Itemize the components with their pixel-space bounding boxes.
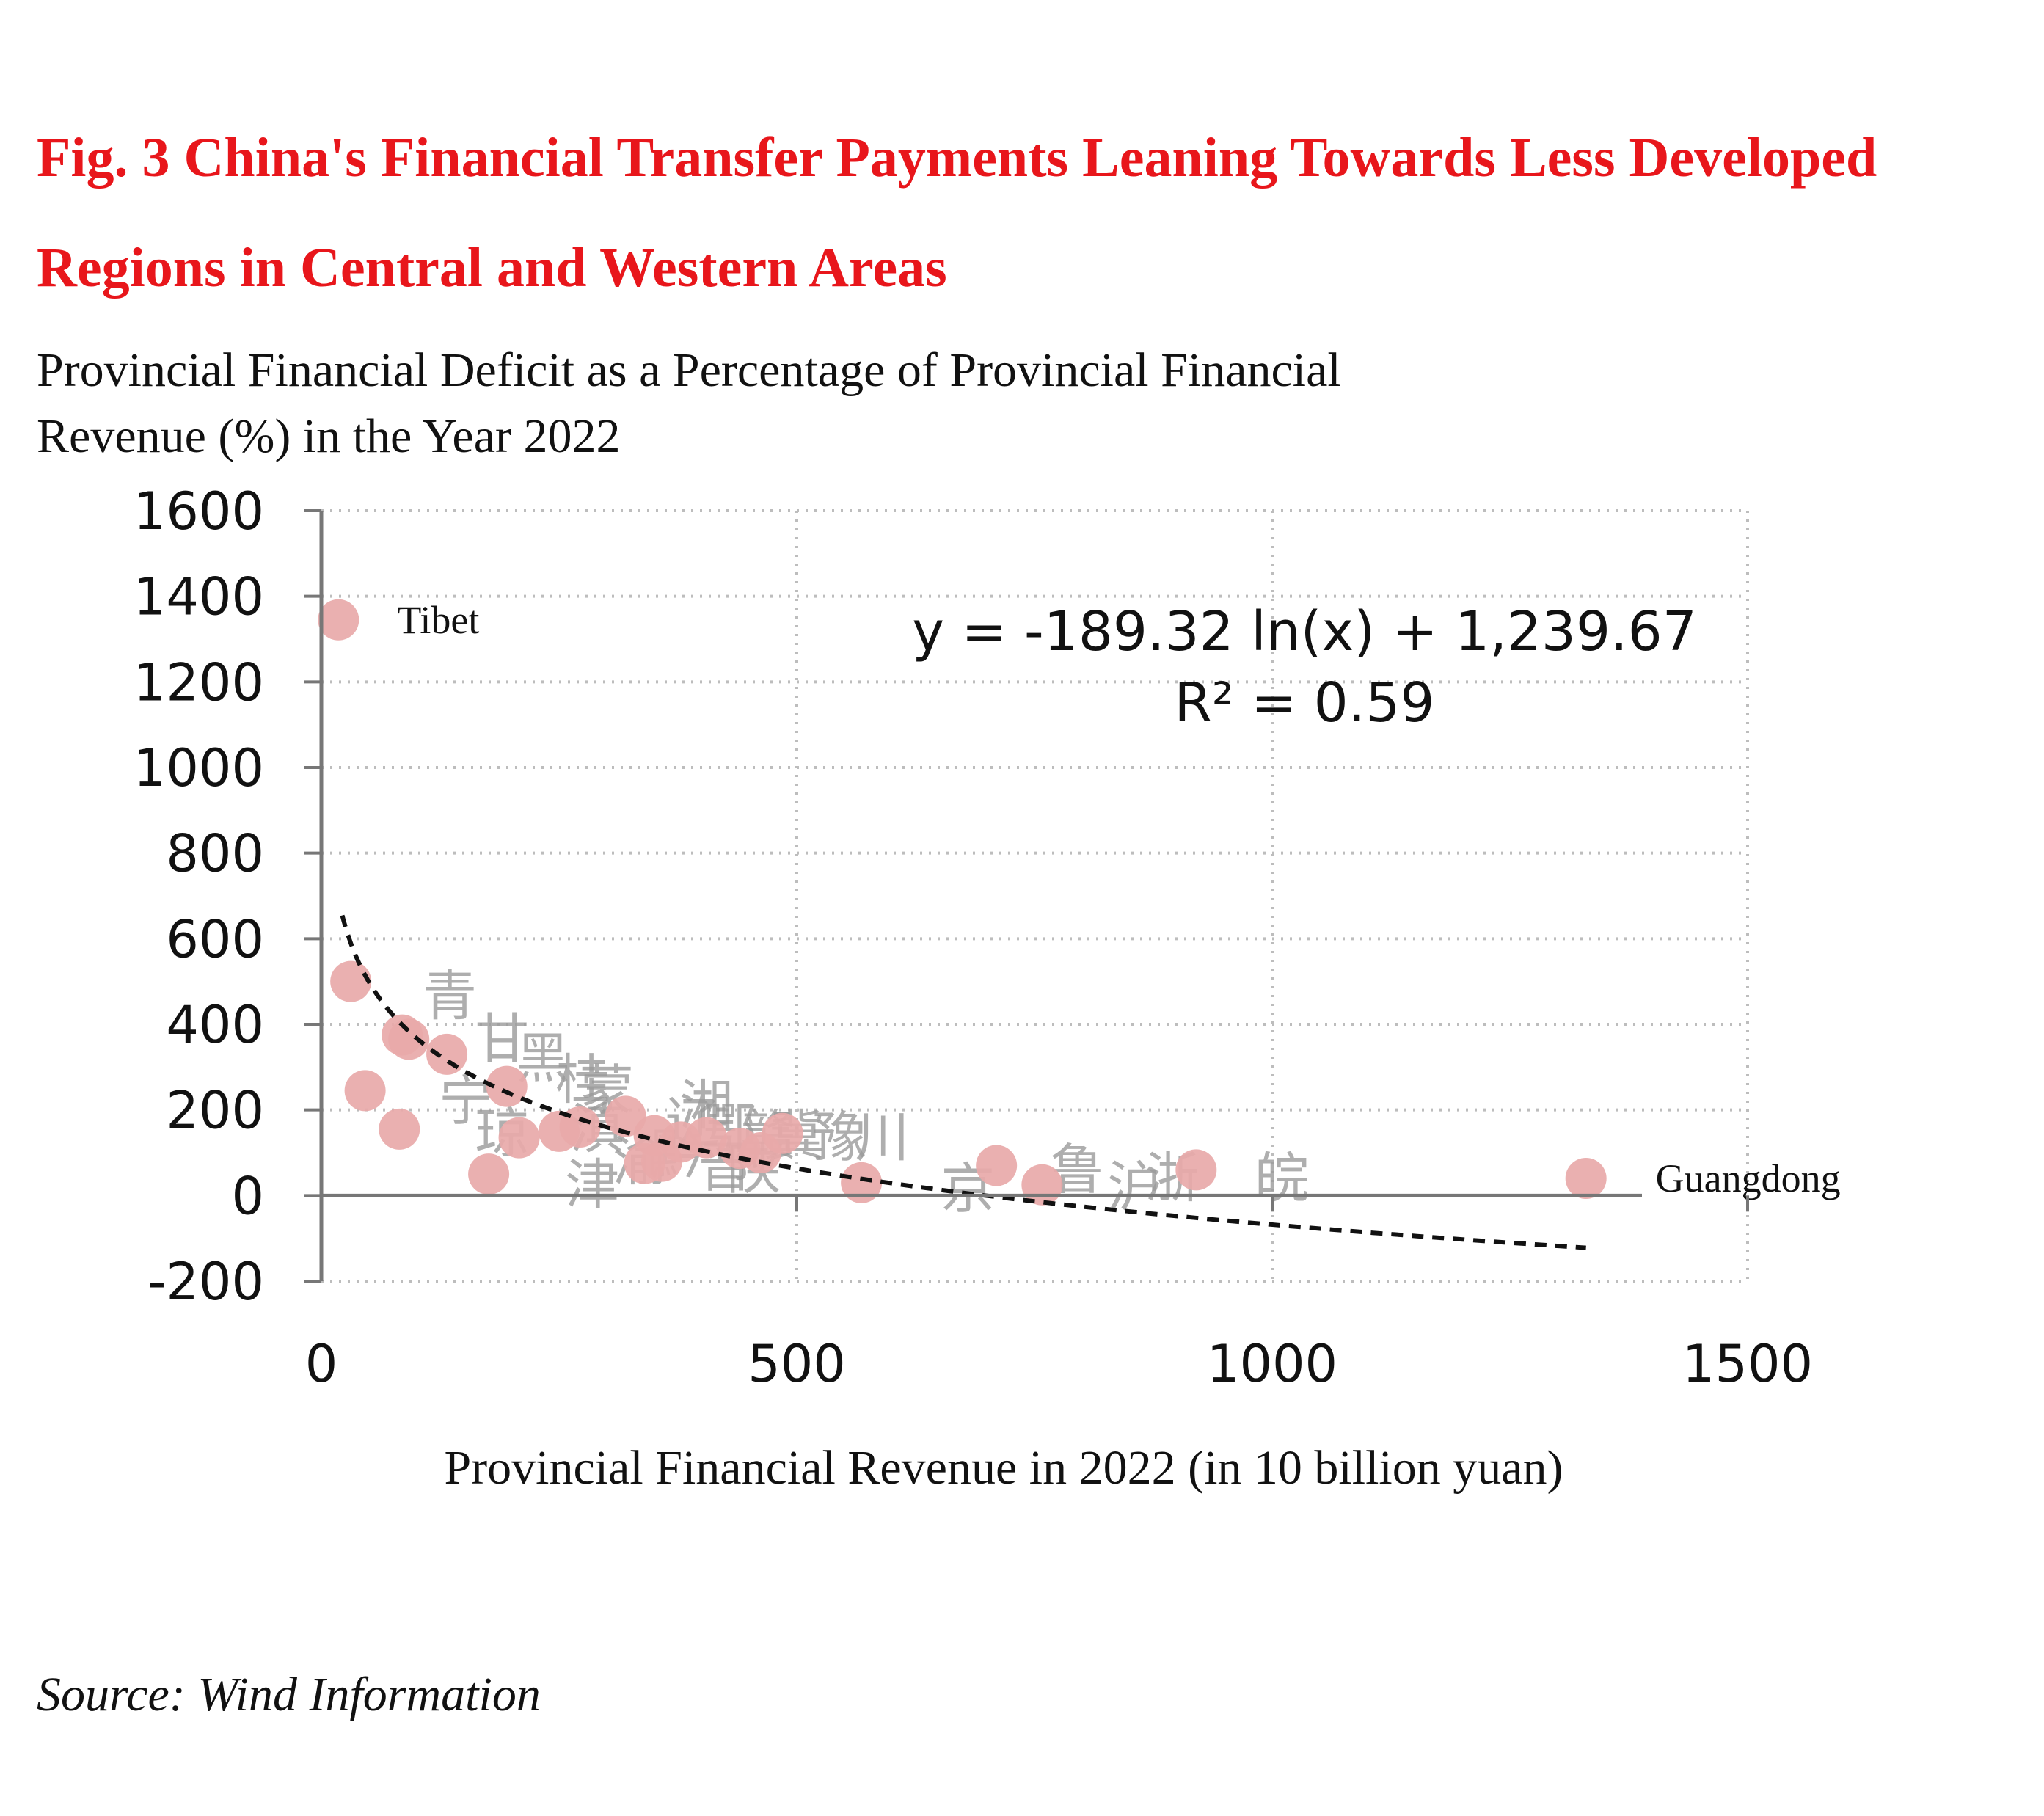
x-tick-label: 1000 xyxy=(1207,1334,1337,1394)
chart-title: Provincial Financial Deficit as a Percen… xyxy=(37,343,1341,463)
province-label: 甘 xyxy=(475,1008,529,1071)
data-point xyxy=(685,1117,727,1159)
province-label: 皖 xyxy=(1255,1147,1309,1210)
data-point xyxy=(388,1018,430,1060)
data-point xyxy=(1565,1158,1607,1199)
data-point xyxy=(762,1112,803,1154)
data-point xyxy=(841,1162,883,1203)
y-tick-label: -200 xyxy=(147,1252,264,1312)
province-label: 青 xyxy=(423,965,477,1028)
province-label: 豫 xyxy=(812,1106,866,1170)
point-annotation: Tibet xyxy=(397,598,479,642)
trendline xyxy=(340,914,1586,1250)
trendline-equation: y = -189.32 ln(x) + 1,239.67 xyxy=(912,600,1697,663)
y-tick-label: 1200 xyxy=(134,652,264,712)
y-tick-label: 400 xyxy=(166,995,264,1055)
y-tick-label: 1400 xyxy=(134,567,264,627)
y-tick-label: 1000 xyxy=(134,738,264,798)
grid-lines xyxy=(321,509,1749,1283)
figure-label: Fig. 3 xyxy=(37,127,170,189)
data-point xyxy=(976,1145,1018,1186)
data-point xyxy=(330,960,372,1002)
trendline-r-squared: R² = 0.59 xyxy=(1175,671,1435,734)
figure-title-text: China's Financial Transfer Payments Lean… xyxy=(37,127,1877,299)
y-tick-label: 0 xyxy=(231,1166,264,1226)
x-tick-label: 1500 xyxy=(1682,1334,1813,1394)
data-points: Tibet Guangdong xyxy=(318,598,1841,1206)
y-tick-label: 800 xyxy=(166,824,264,884)
figure-title: Fig. 3 China's Financial Transfer Paymen… xyxy=(37,103,1974,323)
data-point xyxy=(379,1108,420,1150)
x-tick-label: 0 xyxy=(305,1334,338,1394)
x-tick-label: 500 xyxy=(748,1334,846,1394)
source-note: Source: Wind Information xyxy=(37,1668,541,1721)
province-label: 宁 xyxy=(439,1070,493,1133)
trendline-layer xyxy=(340,914,1586,1250)
province-label: 桂 xyxy=(555,1049,610,1112)
axes: 1600 1400 1200 1000 800 600 400 200 0 -200 0 500 100… xyxy=(134,481,1813,1394)
province-label: 川 xyxy=(855,1106,910,1170)
data-point xyxy=(426,1033,468,1075)
province-label: 津 xyxy=(565,1153,619,1217)
data-point xyxy=(498,1117,540,1159)
point-annotation: Guangdong xyxy=(1656,1156,1841,1200)
data-point xyxy=(318,599,359,641)
data-point xyxy=(1175,1149,1217,1191)
y-tick-label: 200 xyxy=(166,1081,264,1141)
data-point xyxy=(486,1065,528,1107)
y-tick-label: 600 xyxy=(166,909,264,969)
x-axis-label: Provincial Financial Revenue in 2022 (in… xyxy=(444,1441,1563,1495)
data-point xyxy=(344,1070,386,1112)
y-tick-label: 1600 xyxy=(134,481,264,541)
chart-text: y = -189.32 ln(x) + 1,239.67 R² = 0.59 P… xyxy=(444,600,1696,1495)
data-point xyxy=(468,1153,510,1195)
